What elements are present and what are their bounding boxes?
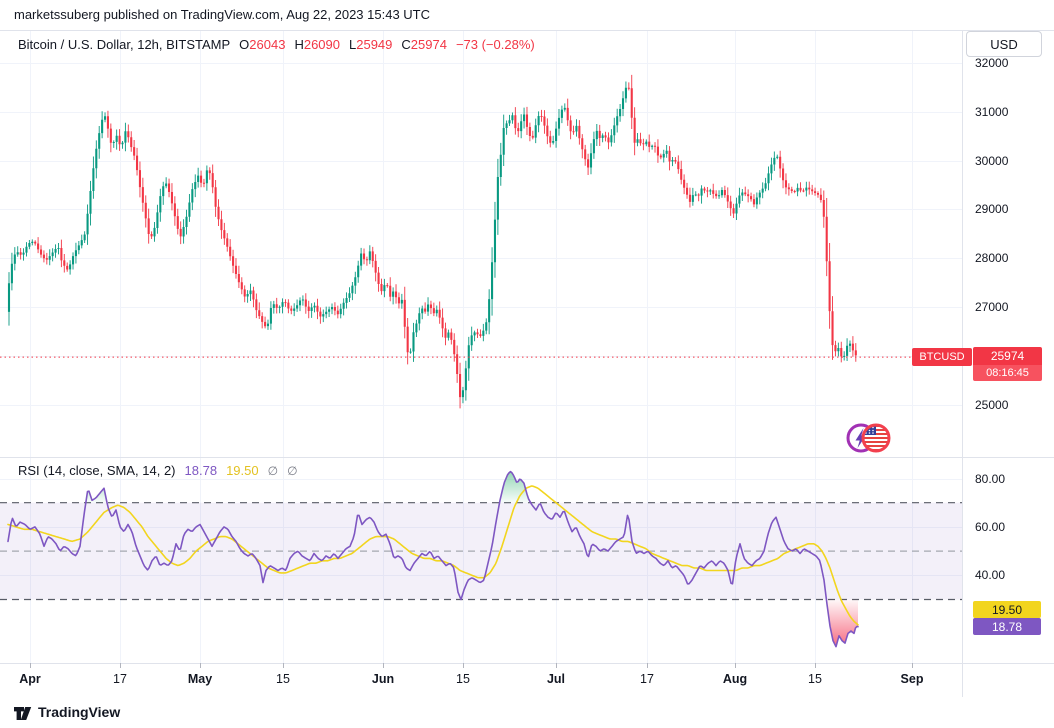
hidden-value-icon: ∅ [287, 464, 298, 478]
bolt-icon [855, 428, 866, 448]
time-tick-label: Jun [371, 672, 395, 686]
time-tick-label: Apr [19, 672, 41, 686]
rsi-tick-label: 40.00 [975, 568, 1006, 583]
rsi-axis-label: 18.78 [973, 618, 1041, 635]
last-price-value: 25974 [973, 347, 1042, 365]
rsi-current-value: 18.78 [184, 463, 218, 478]
sma-axis-value: 19.50 [991, 602, 1023, 617]
footer-brand[interactable]: TradingView [38, 704, 121, 720]
price-tick-label: 31000 [975, 104, 1009, 119]
tradingview-logo-icon[interactable] [13, 703, 33, 723]
time-tick-label: 17 [113, 672, 127, 686]
symbol-tag-text: BTCUSD [919, 351, 965, 363]
open-value: 26043 [249, 37, 286, 52]
high-label: H [294, 37, 304, 52]
time-tick-label: May [187, 672, 213, 686]
symbol-price-tag: BTCUSD [912, 348, 972, 366]
time-tick-label: 17 [640, 672, 654, 686]
pane-separators [0, 30, 1054, 698]
rsi-oversold-fill [826, 599, 858, 647]
bar-countdown: 08:16:45 [973, 365, 1042, 381]
rsi-title[interactable]: RSI (14, close, SMA, 14, 2) [18, 463, 176, 478]
footer-bar: TradingView [0, 697, 1054, 728]
btc-usd-pair-icon [846, 423, 891, 453]
time-tick-label: Aug [722, 672, 748, 686]
currency-toggle-button[interactable]: USD [966, 31, 1042, 57]
pair-logo-watermark [842, 420, 894, 461]
last-price-axis-label: 25974 08:16:45 [973, 347, 1042, 381]
rsi-tick-label: 60.00 [975, 519, 1006, 534]
rsi-line [7, 470, 859, 648]
low-value: 25949 [356, 37, 393, 52]
time-tick-label: 15 [808, 672, 822, 686]
hidden-value-icon: ∅ [267, 464, 279, 478]
time-tick-label: Sep [900, 672, 924, 686]
rsi-sma-value: 19.50 [226, 463, 259, 478]
grid-lines [0, 31, 962, 663]
symbol-title[interactable]: Bitcoin / U.S. Dollar, 12h, BITSTAMP [18, 37, 231, 52]
currency-label: USD [990, 36, 1018, 52]
publish-text: marketssuberg published on TradingView.c… [14, 7, 431, 22]
price-tick-label: 28000 [975, 251, 1009, 266]
close-label: C [401, 37, 411, 52]
high-value: 26090 [303, 37, 340, 52]
time-tick-label: 15 [456, 672, 470, 686]
change-value: −73 (−0.28%) [455, 37, 535, 52]
candles [7, 74, 857, 409]
price-tick-label: 32000 [975, 56, 1009, 70]
close-value: 25974 [410, 37, 447, 52]
time-tick-label: Jul [546, 672, 566, 686]
low-label: L [349, 37, 357, 52]
price-tick-label: 25000 [975, 397, 1009, 412]
rsi-tick-label: 80.00 [975, 471, 1006, 486]
symbol-legend[interactable]: Bitcoin / U.S. Dollar, 12h, BITSTAMP O260… [18, 37, 535, 52]
open-label: O [239, 37, 250, 52]
rsi-axis-value: 18.78 [991, 619, 1023, 634]
sma-axis-label: 19.50 [973, 601, 1041, 618]
rsi-sma-line [7, 485, 859, 626]
time-tick-label: 15 [276, 672, 290, 686]
rsi-legend[interactable]: RSI (14, close, SMA, 14, 2) 18.78 19.50 ∅ ∅ [18, 463, 298, 478]
price-tick-label: 30000 [975, 153, 1009, 168]
price-tick-label: 27000 [975, 300, 1009, 314]
price-tick-label: 29000 [975, 202, 1009, 217]
publish-bar: marketssuberg published on TradingView.c… [0, 0, 1054, 30]
